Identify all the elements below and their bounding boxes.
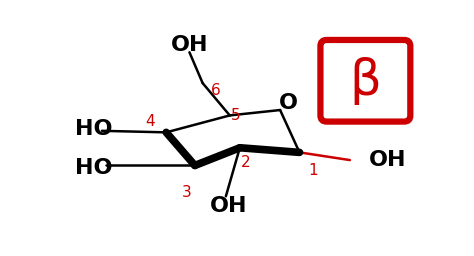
Text: 6: 6 [211,83,221,98]
Text: 5: 5 [231,108,241,123]
FancyBboxPatch shape [320,40,410,122]
Text: β: β [349,57,381,105]
Text: 4: 4 [146,114,155,129]
Text: HO: HO [75,158,112,178]
Text: OH: OH [369,150,407,170]
Text: 1: 1 [309,163,319,178]
Text: HO: HO [75,119,112,139]
Text: 3: 3 [182,185,192,200]
Text: OH: OH [171,35,208,55]
Text: OH: OH [210,196,247,216]
Text: 2: 2 [240,155,250,170]
Text: O: O [279,93,298,113]
